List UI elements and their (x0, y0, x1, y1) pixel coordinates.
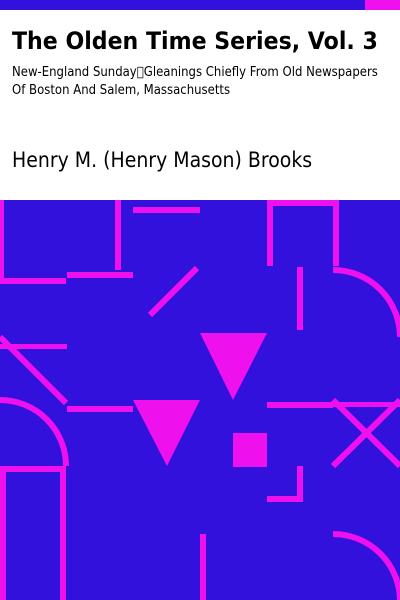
top-bar-primary-segment (0, 0, 365, 10)
pattern-bar (115, 200, 121, 270)
pattern-shapes (0, 200, 400, 600)
pattern-bar (67, 406, 133, 412)
pattern-bar (267, 200, 273, 266)
top-color-bar (0, 0, 400, 10)
book-title: The Olden Time Series, Vol. 3 (12, 27, 378, 55)
pattern-bar (333, 402, 400, 407)
pattern-bar (60, 466, 66, 600)
pattern-bar (200, 534, 206, 600)
pattern-bar (297, 267, 303, 330)
pattern-diagonal (147, 265, 200, 318)
pattern-arc (332, 531, 400, 600)
cover-pattern-svg (0, 200, 400, 600)
pattern-bar (0, 200, 4, 280)
cover-pattern-art (0, 200, 400, 600)
pattern-bar (267, 402, 333, 408)
pattern-bar (0, 344, 67, 349)
pattern-triangle (200, 333, 267, 400)
pattern-bar (333, 200, 339, 266)
pattern-bar (267, 496, 303, 502)
pattern-square (233, 433, 267, 467)
pattern-bar (297, 466, 303, 500)
pattern-bar (0, 466, 6, 600)
book-subtitle: New-England Sunday Gleanings Chiefly Fro… (12, 65, 378, 98)
top-bar-accent-segment (365, 0, 400, 10)
pattern-bar (0, 466, 66, 472)
pattern-bar (67, 272, 133, 278)
pattern-bar (0, 278, 66, 284)
pattern-triangle (133, 400, 200, 466)
pattern-arc (332, 267, 400, 338)
pattern-arc (0, 397, 69, 467)
pattern-bar (267, 200, 333, 206)
book-author: Henry M. (Henry Mason) Brooks (12, 148, 313, 172)
pattern-bar (133, 207, 200, 213)
cover-header: The Olden Time Series, Vol. 3 New-Englan… (0, 10, 400, 200)
pattern-diagonal (330, 397, 400, 469)
